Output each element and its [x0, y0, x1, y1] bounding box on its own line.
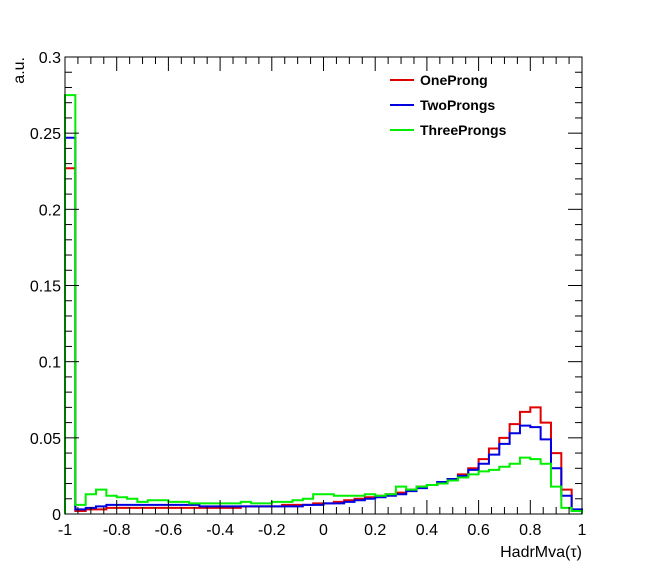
- legend-entry-label: ThreeProngs: [420, 122, 507, 138]
- legend: OneProng TwoProngs ThreeProngs: [390, 72, 507, 138]
- y-tick-label: 0.1: [39, 355, 61, 372]
- y-tick-label: 0.2: [39, 202, 61, 219]
- x-tick-label: -0.6: [155, 522, 183, 539]
- x-tick-label: 0.4: [416, 522, 438, 539]
- series-layer: [64, 94, 583, 514]
- x-tick-label: 0.8: [519, 522, 541, 539]
- series-line-twoprongs: [64, 136, 583, 514]
- y-tick-label: 0.25: [30, 126, 61, 143]
- x-tick-label: 1: [578, 522, 587, 539]
- axis-layer: -1 -0.8 -0.6 -0.4 -0.2 0 0.2 0.4 0.6 0.8 1 0 0.05 0.1…: [30, 50, 587, 539]
- legend-entry-label: OneProng: [420, 72, 488, 88]
- x-tick-label: 0.2: [364, 522, 386, 539]
- legend-entry-label: TwoProngs: [420, 97, 495, 113]
- y-tick-label: 0.15: [30, 279, 61, 296]
- x-tick-label: -1: [58, 522, 72, 539]
- x-tick-label: -0.2: [258, 522, 286, 539]
- series-line-threeprongs: [64, 94, 583, 514]
- y-tick-label: 0.3: [39, 50, 61, 67]
- y-tick-label: 0.05: [30, 431, 61, 448]
- y-axis-title: a.u.: [11, 57, 28, 84]
- x-tick-label: -0.8: [103, 522, 131, 539]
- y-tick-label: 0: [52, 507, 61, 524]
- x-tick-label: 0: [319, 522, 328, 539]
- x-tick-label: -0.4: [206, 522, 234, 539]
- x-axis-title: HadrMva(τ): [500, 544, 582, 561]
- x-tick-label: 0.6: [467, 522, 489, 539]
